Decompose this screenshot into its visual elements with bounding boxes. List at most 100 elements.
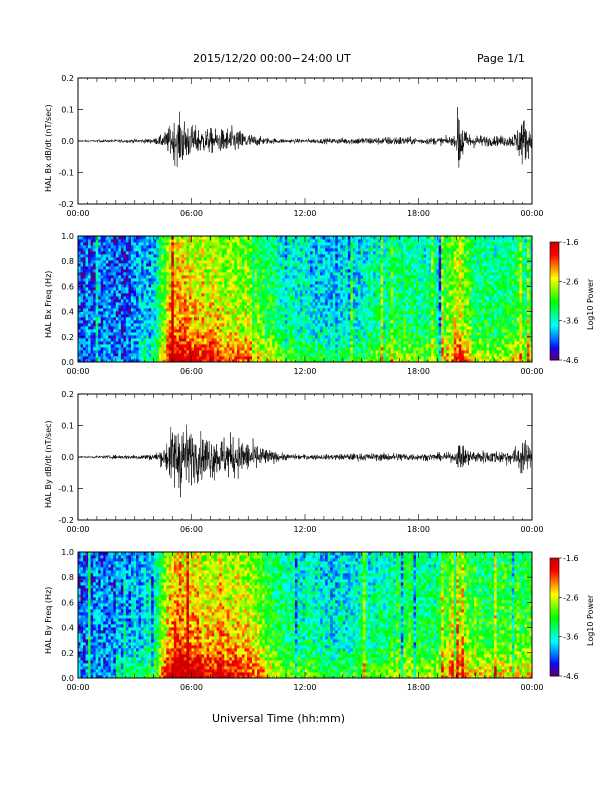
spectrogram-cell: [231, 353, 235, 357]
spectrogram-cell: [78, 281, 81, 285]
x-tick-label: 06:00: [180, 209, 203, 218]
spectrogram-cell: [110, 251, 114, 255]
spectrogram-cell: [365, 266, 369, 270]
spectrogram-cell: [332, 341, 336, 345]
spectrogram-cell: [254, 236, 258, 240]
spectrogram-cell: [168, 239, 172, 243]
spectrogram-cell: [292, 323, 296, 327]
spectrogram-cell: [136, 269, 139, 273]
spectrogram-cell: [239, 329, 243, 333]
spectrogram-cell: [156, 353, 160, 357]
spectrogram-cell: [262, 347, 266, 351]
spectrogram-cell: [95, 293, 99, 297]
spectrogram-cell: [335, 341, 339, 345]
spectrogram-cell: [83, 344, 86, 348]
spectrogram-cell: [130, 356, 134, 360]
spectrogram-cell: [292, 269, 296, 273]
spectrogram-cell: [120, 242, 124, 246]
spectrogram-cell: [287, 320, 291, 324]
spectrogram-cell: [365, 299, 369, 303]
spectrogram-cell: [269, 254, 273, 258]
spectrogram-cell: [95, 284, 99, 288]
spectrogram-cell: [299, 281, 303, 285]
spectrogram-cell: [272, 269, 276, 273]
spectrogram-cell: [332, 353, 336, 357]
spectrogram-cell: [120, 263, 124, 267]
spectrogram-cell: [158, 344, 162, 348]
spectrogram-cell: [123, 350, 127, 354]
spectrogram-cell: [199, 332, 202, 336]
spectrogram-cell: [211, 245, 215, 249]
spectrogram-cell: [315, 308, 319, 312]
spectrogram-cell: [219, 287, 223, 291]
spectrogram-cell: [284, 335, 288, 339]
spectrogram-cell: [236, 353, 240, 357]
spectrogram-cell: [103, 302, 107, 306]
spectrogram-cell: [254, 251, 258, 255]
spectrogram-cell: [246, 275, 250, 279]
spectrogram-cell: [211, 287, 215, 291]
spectrogram-cell: [95, 278, 99, 282]
spectrogram-cell: [345, 329, 349, 333]
spectrogram-cell: [85, 290, 89, 294]
spectrogram-cell: [244, 254, 248, 258]
spectrogram-cell: [274, 299, 278, 303]
spectrogram-cell: [252, 347, 255, 351]
spectrogram-cell: [249, 242, 253, 246]
spectrogram-cell: [166, 320, 170, 324]
spectrogram-cell: [352, 299, 356, 303]
spectrogram-cell: [85, 299, 89, 303]
spectrogram-cell: [330, 308, 334, 312]
spectrogram-cell: [161, 344, 165, 348]
spectrogram-cell: [297, 302, 301, 306]
spectrogram-cell: [141, 251, 144, 255]
spectrogram-cell: [95, 245, 99, 249]
spectrogram-cell: [327, 251, 331, 255]
spectrogram-cell: [173, 347, 177, 351]
spectrogram-cell: [284, 284, 288, 288]
spectrogram-cell: [342, 275, 346, 279]
spectrogram-cell: [125, 272, 129, 276]
spectrogram-cell: [176, 356, 180, 360]
spectrogram-cell: [236, 236, 240, 240]
spectrogram-cell: [98, 248, 102, 252]
spectrogram-cell: [312, 347, 316, 351]
spectrogram-cell: [143, 269, 147, 273]
spectrogram-cell: [148, 236, 152, 240]
spectrogram-cell: [337, 287, 341, 291]
spectrogram-cell: [234, 260, 238, 264]
spectrogram-cell: [103, 341, 107, 345]
spectrogram-cell: [158, 284, 162, 288]
spectrogram-cell: [241, 314, 245, 318]
spectrogram-cell: [125, 323, 129, 327]
spectrogram-cell: [83, 329, 86, 333]
spectrogram-cell: [335, 299, 339, 303]
spectrogram-cell: [335, 281, 339, 285]
spectrogram-cell: [357, 281, 361, 285]
spectrogram-cell: [231, 314, 235, 318]
spectrogram-cell: [194, 257, 197, 261]
spectrogram-cell: [355, 320, 359, 324]
spectrogram-cell: [113, 245, 117, 249]
spectrogram-cell: [315, 269, 319, 273]
spectrogram-cell: [216, 347, 220, 351]
spectrogram-cell: [262, 281, 266, 285]
spectrogram-cell: [143, 290, 147, 294]
spectrogram-cell: [355, 353, 359, 357]
spectrogram-cell: [211, 347, 215, 351]
spectrogram-cell: [274, 323, 278, 327]
spectrogram-cell: [110, 257, 114, 261]
spectrogram-cell: [110, 293, 114, 297]
spectrogram-cell: [156, 305, 160, 309]
spectrogram-cell: [216, 353, 220, 357]
spectrogram-cell: [201, 236, 205, 240]
spectrogram-cell: [188, 284, 192, 288]
spectrogram-cell: [146, 314, 150, 318]
spectrogram-cell: [118, 320, 122, 324]
spectrogram-cell: [120, 278, 124, 282]
spectrogram-cell: [345, 242, 349, 246]
spectrogram-cell: [305, 302, 308, 306]
spectrogram-cell: [85, 248, 89, 252]
spectrogram-cell: [105, 275, 109, 279]
spectrogram-cell: [206, 350, 210, 354]
